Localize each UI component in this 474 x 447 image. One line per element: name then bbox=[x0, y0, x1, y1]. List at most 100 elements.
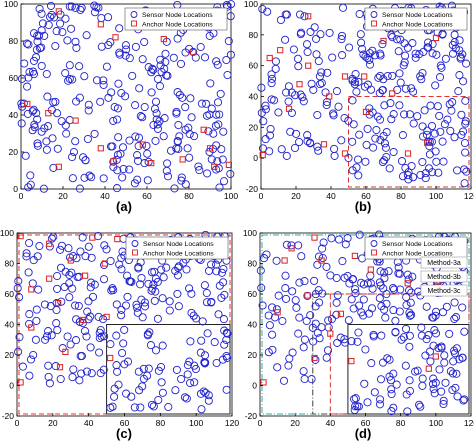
legend-anchor-label: Anchor Node Locations bbox=[142, 22, 213, 29]
legend: Sensor Node Locations Anchor Node Locatio… bbox=[124, 7, 228, 31]
sensor-node-point bbox=[185, 130, 194, 139]
sensor-node-point bbox=[117, 265, 126, 274]
sensor-node-point bbox=[323, 68, 332, 77]
sensor-node-point bbox=[35, 241, 44, 251]
legend-sensor-label: Sensor Node Locations bbox=[143, 241, 214, 248]
anchor-node-point bbox=[28, 286, 35, 293]
sensor-node-point bbox=[81, 252, 90, 261]
sensor-node-point bbox=[222, 385, 231, 394]
sensor-node-point bbox=[34, 31, 44, 40]
sensor-node-point bbox=[357, 38, 366, 47]
sensor-node-point bbox=[75, 93, 84, 102]
sensor-node-point bbox=[147, 268, 157, 277]
sensor-node-point bbox=[151, 274, 160, 283]
sensor-node-point bbox=[398, 131, 407, 140]
sensor-node-point bbox=[113, 166, 122, 175]
sensor-node-point bbox=[392, 380, 401, 389]
sensor-node-point bbox=[257, 108, 266, 117]
sensor-node-point bbox=[200, 281, 209, 290]
sensor-node-point bbox=[156, 55, 165, 64]
sensor-node-point bbox=[131, 132, 140, 141]
sensor-node-point bbox=[267, 95, 276, 104]
anchor-node-point bbox=[404, 150, 412, 157]
sensor-node-point bbox=[28, 126, 37, 135]
sensor-node-point bbox=[397, 157, 407, 166]
sensor-node-point bbox=[341, 338, 350, 347]
sensor-node-point bbox=[343, 234, 352, 243]
x-tick-label: 40 bbox=[326, 418, 336, 428]
anchor-node-point bbox=[288, 245, 295, 252]
sensor-node-point bbox=[90, 8, 100, 17]
legend-sensor-label: Sensor Node Locations bbox=[142, 12, 213, 19]
x-tick-label: 20 bbox=[58, 191, 68, 201]
sensor-node-point bbox=[213, 60, 222, 69]
sensor-node-point bbox=[392, 35, 401, 44]
sensor-node-point bbox=[147, 400, 157, 409]
sensor-node-point bbox=[215, 110, 224, 119]
y-tick-label: 40 bbox=[249, 92, 259, 102]
sensor-node-point bbox=[299, 343, 308, 352]
sensor-node-point bbox=[430, 129, 439, 138]
sensor-node-point bbox=[357, 278, 366, 287]
sensor-node-point bbox=[431, 329, 441, 338]
sensor-node-point bbox=[67, 2, 76, 11]
sensor-node-point bbox=[431, 378, 440, 387]
sensor-node-point bbox=[165, 297, 174, 306]
sensor-node-point bbox=[23, 82, 32, 91]
legend-anchor-label: Anchor Node Locations bbox=[382, 22, 453, 29]
sensor-node-point bbox=[419, 47, 428, 56]
sensor-node-point bbox=[113, 115, 122, 124]
sensor-node-point bbox=[298, 93, 307, 102]
sensor-node-point bbox=[216, 89, 225, 98]
sensor-node-point bbox=[317, 68, 326, 77]
sensor-node-point bbox=[135, 386, 144, 395]
sensor-node-point bbox=[46, 1, 56, 10]
sensor-node-point bbox=[96, 97, 105, 106]
sensor-node-point bbox=[202, 111, 212, 120]
sensor-node-point bbox=[450, 349, 459, 358]
anchor-node-point bbox=[337, 310, 344, 317]
x-tick-label: 40 bbox=[100, 191, 110, 201]
sensor-node-point bbox=[435, 365, 444, 374]
legend-anchor-marker bbox=[371, 249, 377, 256]
sensor-node-point bbox=[197, 99, 206, 108]
anchor-node-point bbox=[296, 81, 303, 88]
sensor-node-point bbox=[303, 47, 312, 57]
sensor-node-point bbox=[195, 166, 204, 175]
sensor-node-point bbox=[62, 129, 71, 138]
sensor-node-point bbox=[422, 335, 431, 344]
x-tick-label: 60 bbox=[142, 191, 152, 201]
sensor-node-point bbox=[418, 132, 428, 141]
sensor-node-point bbox=[53, 284, 62, 293]
sensor-node-point bbox=[143, 176, 152, 185]
sensor-node-point bbox=[215, 183, 224, 192]
sensor-node-point bbox=[303, 131, 312, 140]
sensor-node-point bbox=[68, 373, 77, 382]
sensor-node-point bbox=[134, 263, 143, 272]
sensor-node-point bbox=[405, 342, 414, 351]
sensor-node-point bbox=[373, 112, 382, 121]
sensor-node-point bbox=[401, 361, 410, 370]
sensor-node-point bbox=[421, 351, 430, 360]
anchor-node-point bbox=[45, 110, 52, 117]
sensor-node-point bbox=[435, 111, 444, 120]
anchor-node-point bbox=[266, 54, 273, 62]
sensor-node-point bbox=[95, 348, 104, 357]
sensor-node-point bbox=[65, 279, 74, 288]
anchor-node-point bbox=[46, 240, 53, 247]
anchor-node-point bbox=[281, 257, 288, 264]
x-tick-label: 100 bbox=[429, 191, 443, 201]
sensor-node-point bbox=[424, 164, 434, 173]
method-label-method-3b: Method-3b bbox=[427, 274, 461, 281]
sensor-node-point bbox=[156, 362, 166, 372]
sensor-node-point bbox=[461, 119, 470, 128]
sensor-node-point bbox=[420, 106, 429, 115]
sensor-node-point bbox=[316, 30, 325, 39]
sensor-node-point bbox=[110, 392, 119, 401]
sensor-node-point bbox=[26, 180, 35, 189]
sensor-node-point bbox=[174, 302, 183, 311]
sensor-node-point bbox=[114, 133, 123, 142]
sensor-node-point bbox=[149, 402, 158, 411]
sensor-node-point bbox=[117, 311, 126, 320]
